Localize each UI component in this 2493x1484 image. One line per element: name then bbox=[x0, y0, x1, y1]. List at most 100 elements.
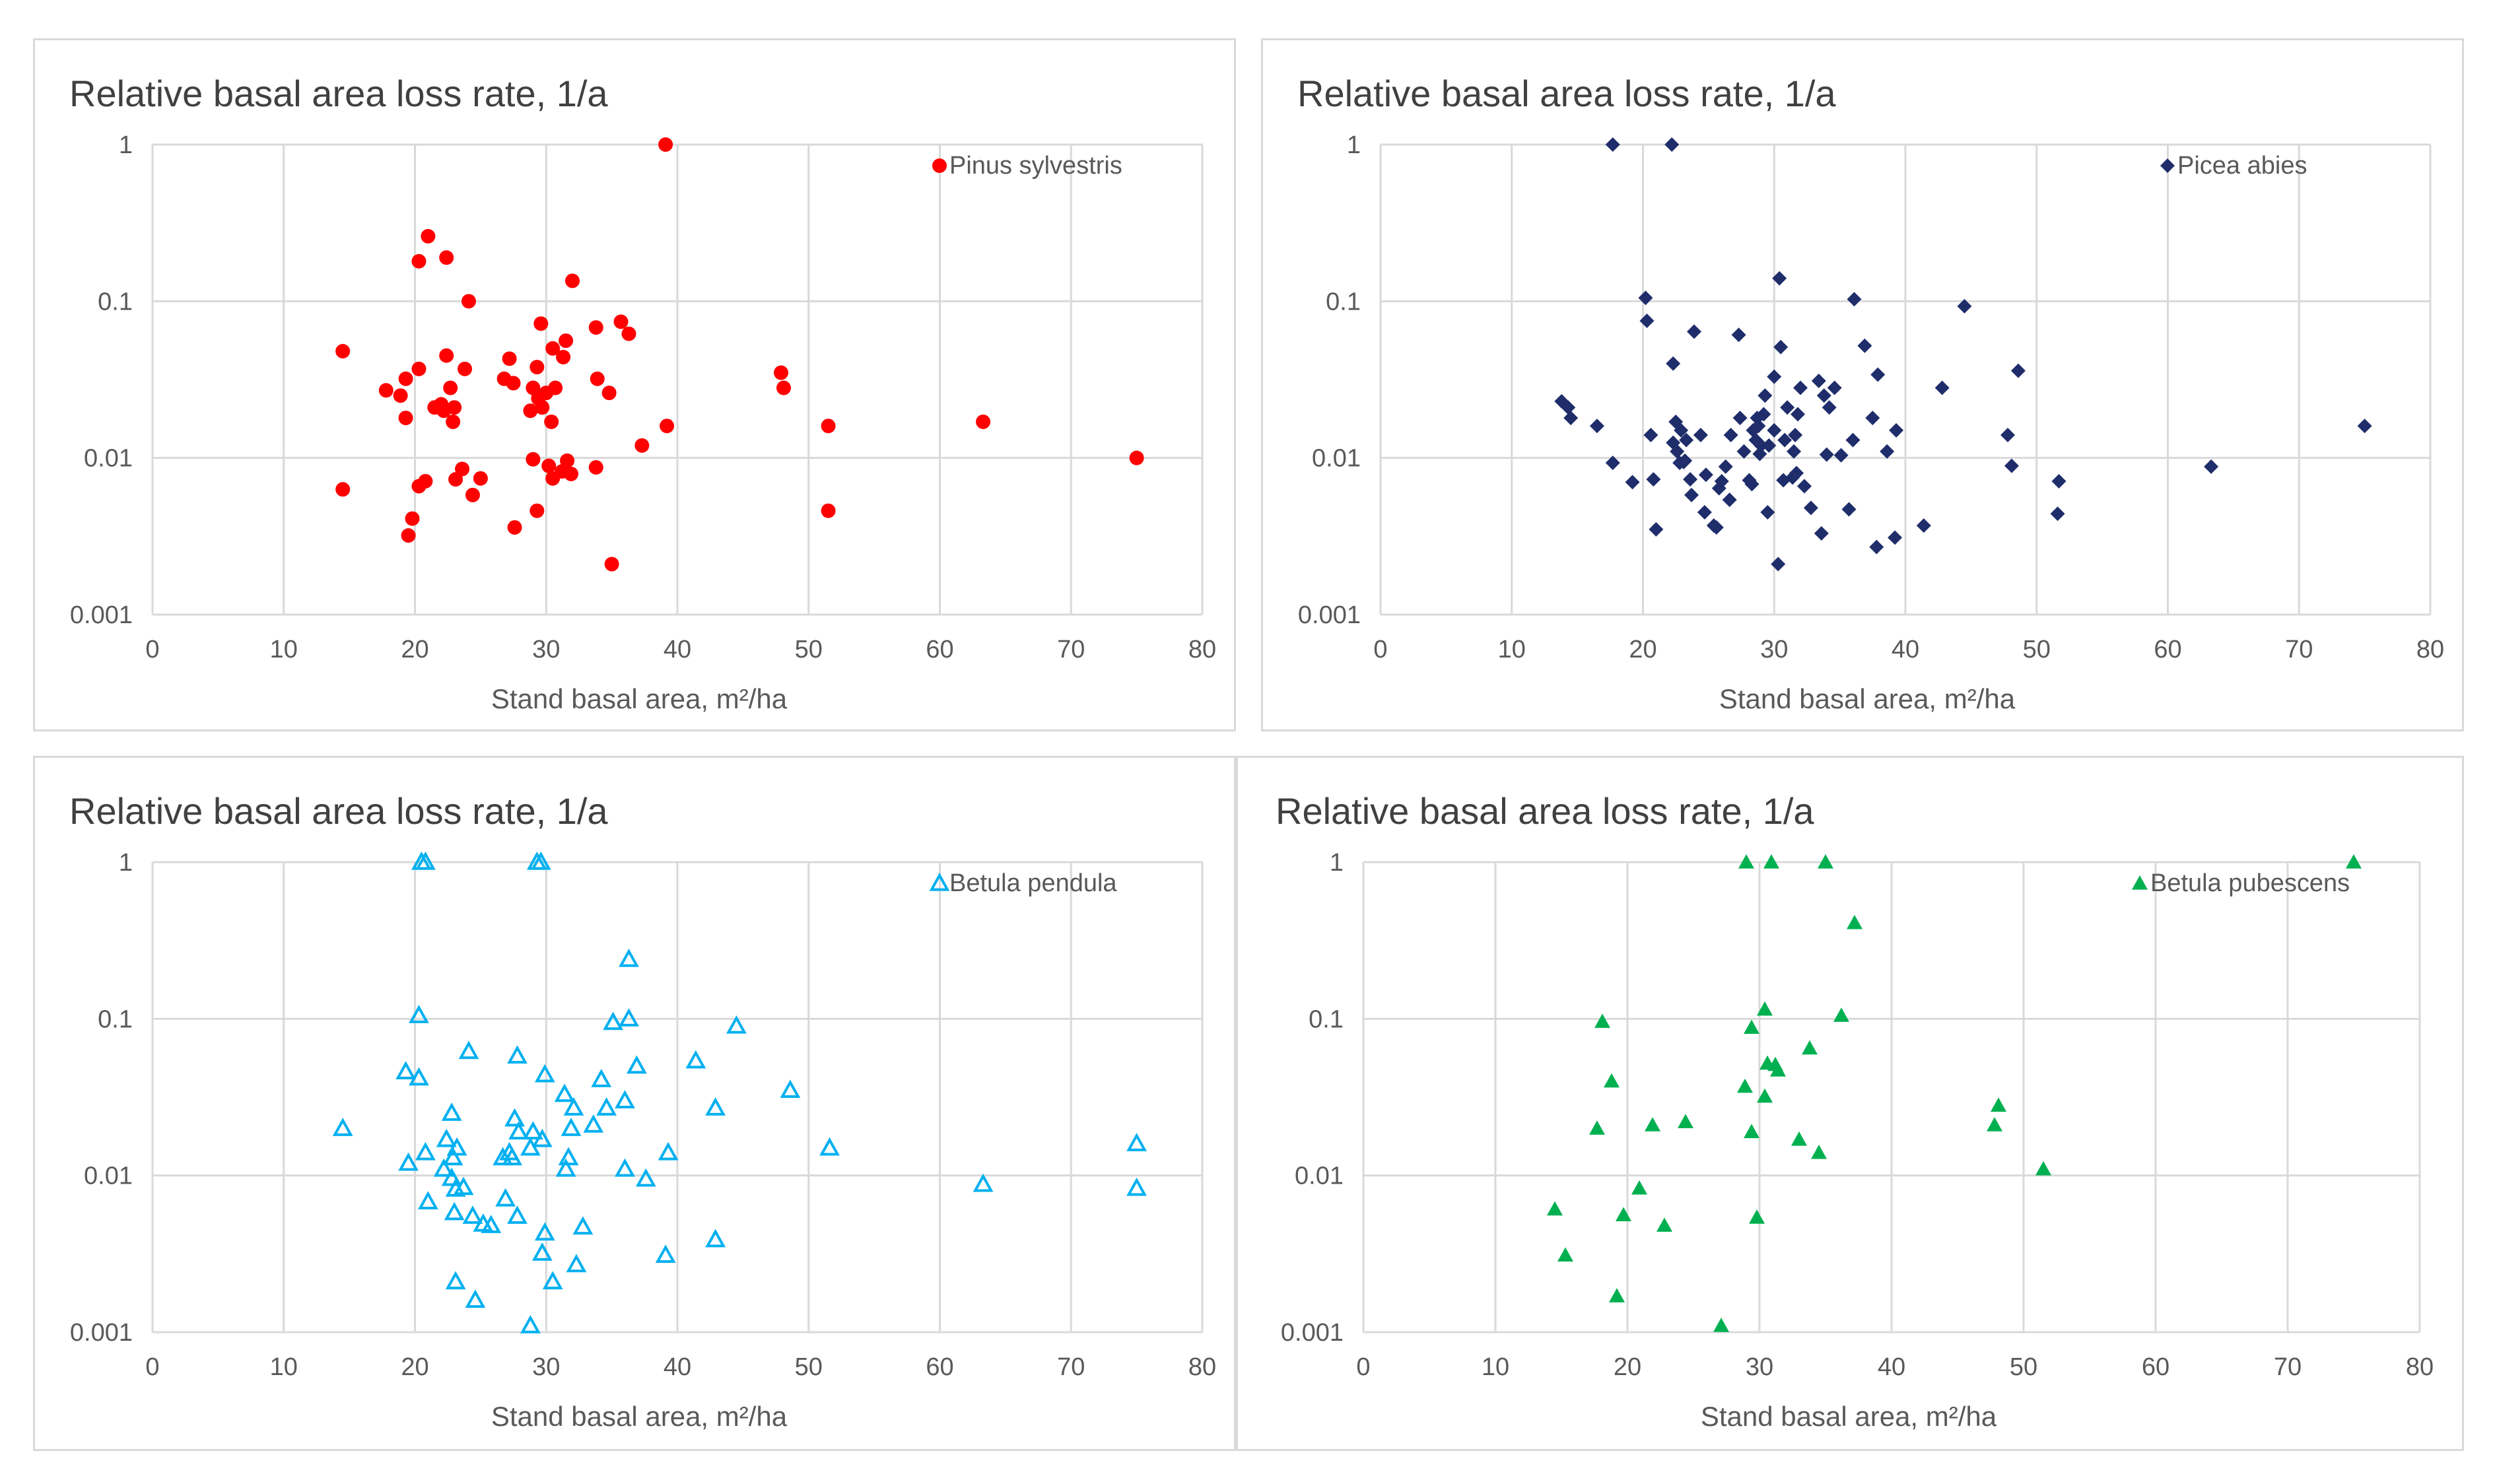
y-tick-label: 0.01 bbox=[1295, 1163, 1344, 1190]
data-point bbox=[1833, 448, 1849, 463]
data-point bbox=[529, 503, 545, 518]
data-point bbox=[1770, 1062, 1786, 1077]
data-point bbox=[705, 1097, 726, 1116]
data-point bbox=[462, 1205, 483, 1224]
legend-marker bbox=[2160, 158, 2175, 173]
x-tick-label: 10 bbox=[1482, 1353, 1509, 1381]
y-tick-label: 0.1 bbox=[98, 288, 133, 316]
chart-panel-picea: Relative basal area loss rate, 1/a 0 10 20… bbox=[1261, 38, 2464, 731]
data-point bbox=[615, 1158, 635, 1177]
legend: Picea abies bbox=[2160, 152, 2307, 180]
data-point bbox=[1845, 432, 1861, 448]
data-point bbox=[507, 1045, 528, 1064]
data-point bbox=[591, 1069, 612, 1087]
data-point bbox=[1833, 1007, 1849, 1022]
data-point bbox=[502, 351, 517, 366]
x-tick-label: 30 bbox=[1746, 1353, 1773, 1381]
y-tick-label: 0.001 bbox=[70, 601, 133, 629]
y-tick-label: 1 bbox=[119, 849, 133, 877]
y-tick-label: 0.1 bbox=[1326, 288, 1361, 316]
data-point bbox=[601, 386, 617, 401]
x-tick-label: 30 bbox=[1760, 636, 1788, 663]
data-point bbox=[378, 383, 393, 398]
data-point bbox=[1693, 427, 1708, 442]
data-point bbox=[522, 1121, 543, 1140]
y-tick-label: 0.001 bbox=[70, 1319, 133, 1347]
data-point bbox=[1847, 292, 1862, 307]
data-point bbox=[1865, 411, 1880, 426]
data-point bbox=[458, 361, 473, 376]
data-point bbox=[1796, 479, 1812, 494]
x-tick-label: 60 bbox=[2142, 1353, 2169, 1381]
data-point bbox=[544, 414, 559, 429]
data-point bbox=[405, 511, 420, 526]
data-point bbox=[2204, 459, 2219, 474]
x-tick-label: 70 bbox=[1057, 636, 1085, 663]
data-point bbox=[1126, 1177, 1147, 1196]
x-tick-label: 0 bbox=[145, 1353, 159, 1381]
data-point bbox=[1731, 327, 1746, 343]
chart-panel-betula-pendula: Relative basal area loss rate, 1/a 0 10 20… bbox=[33, 756, 1236, 1451]
x-tick-label: 0 bbox=[1373, 636, 1387, 663]
data-point bbox=[1750, 411, 1765, 426]
data-point bbox=[1757, 1088, 1773, 1103]
x-tick-label: 80 bbox=[1188, 1353, 1216, 1381]
data-point bbox=[1754, 438, 1769, 453]
data-point bbox=[1666, 356, 1681, 371]
data-point bbox=[1857, 338, 1872, 353]
data-point bbox=[634, 438, 650, 453]
data-point bbox=[554, 1083, 575, 1102]
chart-panel-betula-pubescens: Relative basal area loss rate, 1/a 0 10 20… bbox=[1236, 756, 2464, 1451]
data-point bbox=[1787, 444, 1802, 459]
data-point bbox=[1816, 388, 1831, 403]
data-point bbox=[566, 1254, 587, 1273]
data-point bbox=[1678, 1114, 1693, 1128]
data-point bbox=[1737, 1078, 1753, 1093]
data-point bbox=[561, 1118, 582, 1136]
data-point bbox=[1697, 504, 1712, 520]
chart-svg-pinus: Relative basal area loss rate, 1/a 0 10 20… bbox=[69, 73, 1216, 714]
chart-svg-betula-pendula: Relative basal area loss rate, 1/a 0 10 20… bbox=[69, 790, 1216, 1432]
data-point bbox=[448, 472, 463, 487]
data-point bbox=[621, 326, 636, 341]
x-tick-label: 80 bbox=[2416, 636, 2444, 663]
data-point bbox=[465, 1289, 486, 1308]
x-tick-label: 20 bbox=[1614, 1353, 1641, 1381]
data-point bbox=[417, 1191, 438, 1210]
legend-marker bbox=[929, 872, 950, 891]
data-point bbox=[507, 1205, 528, 1224]
x-tick-label: 70 bbox=[2274, 1353, 2302, 1381]
x-tick-label: 60 bbox=[926, 1353, 953, 1381]
legend-label: Picea abies bbox=[2177, 152, 2307, 180]
x-tick-label: 30 bbox=[532, 636, 560, 663]
data-point bbox=[1646, 472, 1661, 487]
data-point bbox=[495, 1188, 516, 1207]
chart-title: Relative basal area loss rate, 1/a bbox=[1297, 73, 1836, 114]
x-tick-label: 0 bbox=[145, 636, 159, 663]
data-point bbox=[542, 1271, 563, 1290]
data-point bbox=[398, 371, 413, 386]
data-point bbox=[442, 1147, 463, 1166]
data-point bbox=[1732, 411, 1748, 426]
data-point bbox=[726, 1015, 747, 1034]
data-point bbox=[1818, 854, 1833, 869]
x-tick-label: 40 bbox=[1892, 636, 1919, 663]
legend-label: Betula pubescens bbox=[2150, 869, 2350, 897]
data-point bbox=[531, 1128, 553, 1147]
data-point bbox=[2051, 473, 2066, 489]
x-tick-label: 20 bbox=[401, 1353, 428, 1381]
data-point bbox=[1934, 380, 1950, 395]
data-point bbox=[504, 1108, 525, 1127]
data-point bbox=[441, 1102, 462, 1121]
data-point bbox=[401, 528, 416, 543]
data-point bbox=[1723, 427, 1738, 442]
data-point bbox=[1722, 492, 1737, 508]
data-point bbox=[590, 371, 605, 386]
data-point bbox=[1664, 137, 1680, 152]
data-point bbox=[1767, 422, 1782, 438]
data-point bbox=[1811, 1144, 1827, 1159]
data-point bbox=[619, 948, 639, 967]
data-point bbox=[1609, 1288, 1625, 1302]
data-point bbox=[398, 1152, 419, 1171]
data-point bbox=[1738, 854, 1754, 869]
